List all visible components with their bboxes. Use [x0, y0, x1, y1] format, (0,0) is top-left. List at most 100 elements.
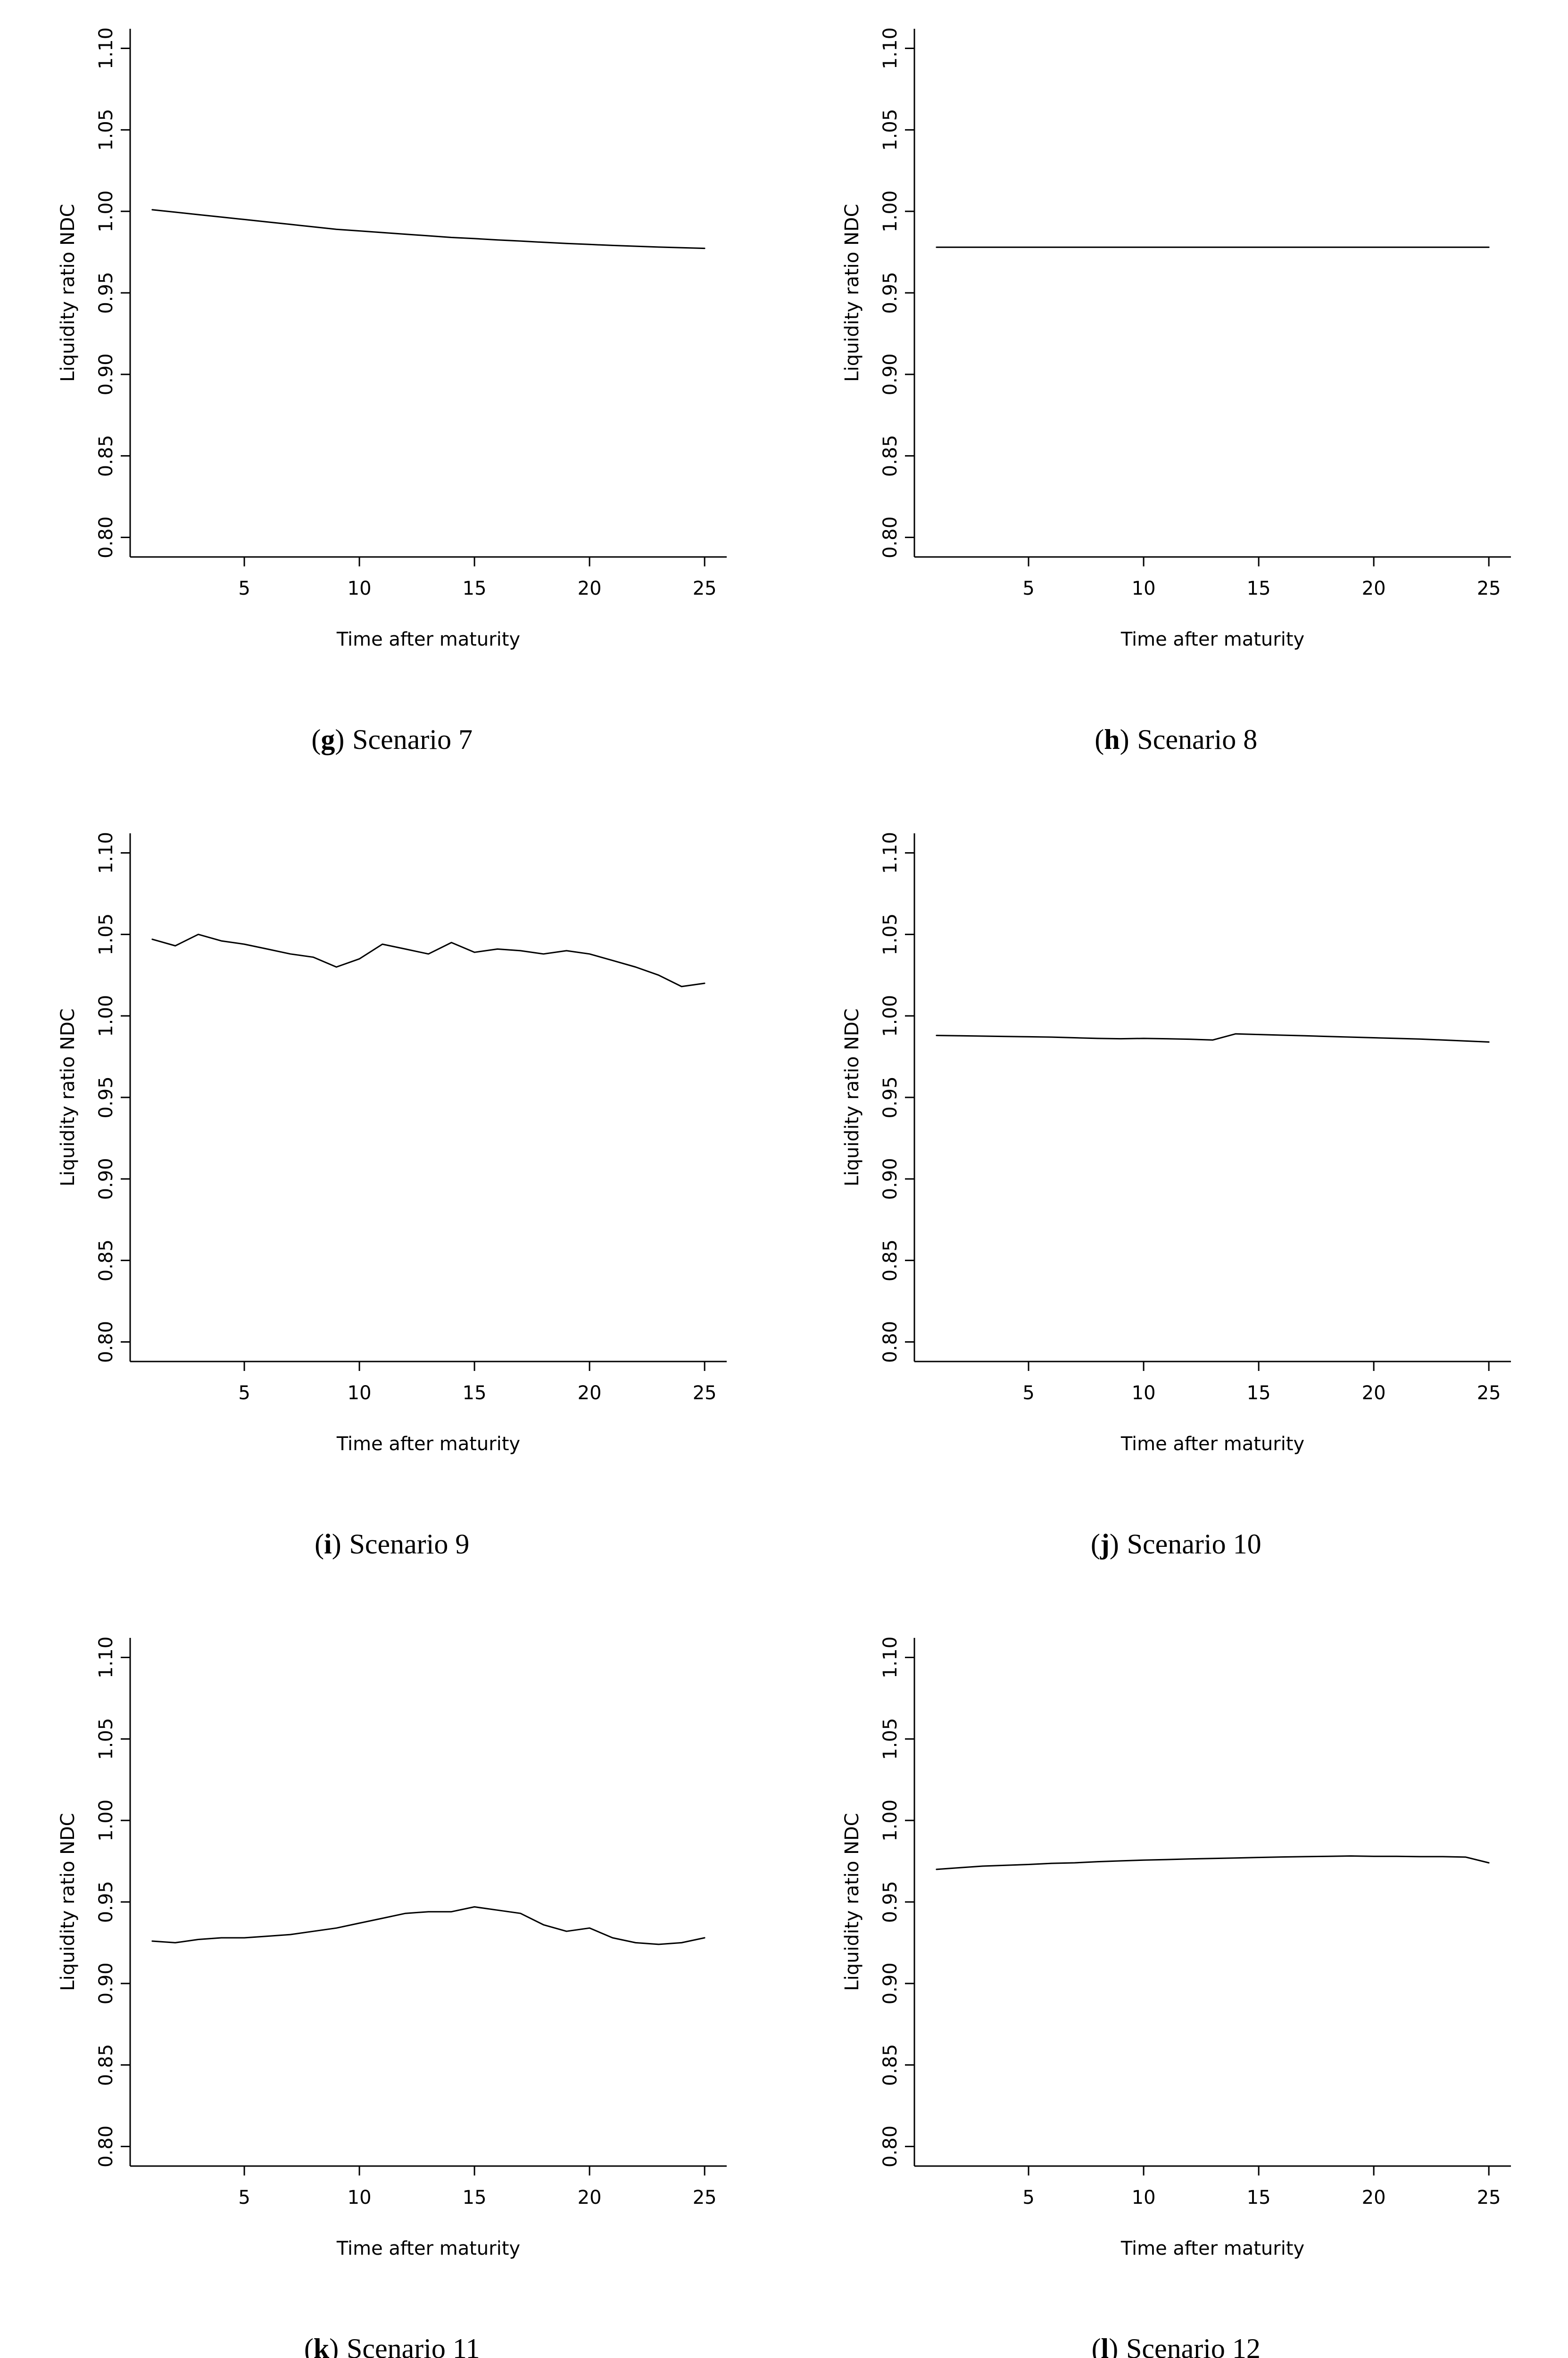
svg-text:0.80: 0.80: [95, 2126, 117, 2167]
svg-text:1.05: 1.05: [879, 913, 901, 955]
svg-text:Time after maturity: Time after maturity: [336, 1433, 520, 1455]
svg-text:25: 25: [693, 2187, 717, 2209]
svg-text:1.05: 1.05: [95, 913, 117, 955]
scenario-11-chart: 5 10 15 20 25 0.80 0.85 0.90 0.95 1.00 1.05 1.10 Tim…: [57, 1636, 727, 2259]
svg-text:Liquidity ratio NDC: Liquidity ratio NDC: [57, 1813, 79, 1991]
caption-open-paren: (: [311, 724, 321, 755]
svg-text:Liquidity ratio NDC: Liquidity ratio NDC: [841, 1008, 863, 1186]
svg-text:0.95: 0.95: [95, 272, 117, 314]
svg-text:10: 10: [348, 2187, 372, 2209]
svg-text:0.85: 0.85: [879, 1239, 901, 1281]
figure-caption: (j) Scenario 10: [1091, 1527, 1261, 1561]
figure-caption: (g) Scenario 7: [311, 722, 473, 756]
svg-text:0.90: 0.90: [95, 353, 117, 395]
caption-close-paren: ): [1120, 724, 1129, 755]
svg-text:15: 15: [1246, 2187, 1270, 2209]
svg-text:Time after maturity: Time after maturity: [1120, 629, 1304, 650]
svg-text:20: 20: [1361, 2187, 1385, 2209]
figure-scenario-9: 5 10 15 20 25 0.80 0.85 0.90 0.95 1.00 1.05 1.10 Tim…: [0, 812, 784, 1617]
caption-label: Scenario 12: [1126, 2333, 1261, 2358]
svg-text:15: 15: [1246, 578, 1270, 599]
caption-close-paren: ): [332, 1528, 341, 1560]
svg-text:1.10: 1.10: [95, 832, 117, 874]
svg-text:25: 25: [1477, 2187, 1501, 2209]
caption-letter: g: [321, 724, 335, 755]
svg-text:20: 20: [578, 2187, 602, 2209]
svg-text:Time after maturity: Time after maturity: [1120, 1433, 1304, 1455]
svg-text:1.00: 1.00: [95, 1800, 117, 1842]
caption-label: Scenario 11: [346, 2333, 480, 2358]
caption-label: Scenario 9: [349, 1528, 470, 1560]
svg-text:10: 10: [348, 578, 372, 599]
svg-text:5: 5: [1022, 578, 1034, 599]
svg-text:25: 25: [1477, 578, 1501, 599]
caption-close-paren: ): [329, 2333, 339, 2358]
svg-text:0.85: 0.85: [879, 435, 901, 477]
svg-text:15: 15: [463, 2187, 487, 2209]
svg-text:0.95: 0.95: [879, 1076, 901, 1118]
caption-open-paren: (: [315, 1528, 324, 1560]
svg-text:Liquidity ratio NDC: Liquidity ratio NDC: [841, 1813, 863, 1991]
caption-label: Scenario 7: [352, 724, 473, 755]
svg-text:10: 10: [1131, 578, 1155, 599]
svg-text:20: 20: [1361, 1382, 1385, 1404]
scenario-10-chart: 5 10 15 20 25 0.80 0.85 0.90 0.95 1.00 1.05 1.10 Tim…: [841, 832, 1511, 1455]
svg-text:0.85: 0.85: [879, 2044, 901, 2086]
svg-text:15: 15: [463, 1382, 487, 1404]
figure-scenario-11: 5 10 15 20 25 0.80 0.85 0.90 0.95 1.00 1.05 1.10 Tim…: [0, 1617, 784, 2358]
figure-scenario-10: 5 10 15 20 25 0.80 0.85 0.90 0.95 1.00 1.05 1.10 Tim…: [784, 812, 1568, 1617]
svg-text:0.90: 0.90: [95, 1962, 117, 2004]
svg-text:25: 25: [693, 578, 717, 599]
svg-text:5: 5: [239, 1382, 250, 1404]
svg-text:5: 5: [1022, 2187, 1034, 2209]
caption-close-paren: ): [1109, 1528, 1119, 1560]
svg-text:20: 20: [578, 1382, 602, 1404]
caption-close-paren: ): [1109, 2333, 1119, 2358]
svg-text:1.10: 1.10: [95, 27, 117, 69]
svg-text:1.05: 1.05: [95, 109, 117, 151]
svg-text:0.85: 0.85: [95, 435, 117, 477]
svg-text:0.80: 0.80: [879, 516, 901, 558]
svg-text:0.85: 0.85: [95, 2044, 117, 2086]
caption-letter: l: [1101, 2333, 1109, 2358]
svg-text:0.85: 0.85: [95, 1239, 117, 1281]
svg-text:0.95: 0.95: [95, 1881, 117, 1923]
svg-text:1.10: 1.10: [879, 832, 901, 874]
caption-letter: i: [324, 1528, 332, 1560]
svg-text:1.10: 1.10: [879, 1636, 901, 1678]
svg-text:5: 5: [239, 578, 250, 599]
svg-text:1.00: 1.00: [95, 995, 117, 1037]
svg-text:1.00: 1.00: [879, 995, 901, 1037]
svg-text:0.80: 0.80: [879, 1321, 901, 1363]
svg-text:20: 20: [578, 578, 602, 599]
figure-caption: (i) Scenario 9: [315, 1527, 469, 1561]
caption-letter: k: [313, 2333, 330, 2358]
svg-text:0.95: 0.95: [879, 272, 901, 314]
svg-text:1.00: 1.00: [879, 191, 901, 232]
svg-text:0.80: 0.80: [95, 516, 117, 558]
figure-caption: (l) Scenario 12: [1092, 2332, 1261, 2358]
svg-text:25: 25: [1477, 1382, 1501, 1404]
svg-text:Liquidity ratio NDC: Liquidity ratio NDC: [841, 204, 863, 382]
caption-open-paren: (: [1095, 724, 1104, 755]
svg-text:25: 25: [693, 1382, 717, 1404]
scenario-9-chart: 5 10 15 20 25 0.80 0.85 0.90 0.95 1.00 1.05 1.10 Tim…: [57, 832, 727, 1455]
caption-letter: h: [1104, 724, 1120, 755]
caption-open-paren: (: [1090, 1528, 1100, 1560]
caption-open-paren: (: [304, 2333, 314, 2358]
figure-scenario-7: 5 10 15 20 25 0.80 0.85 0.90 0.95 1.00 1.05 1.10 Tim…: [0, 8, 784, 812]
svg-text:0.80: 0.80: [879, 2126, 901, 2167]
svg-text:0.90: 0.90: [95, 1158, 117, 1200]
svg-text:0.90: 0.90: [879, 1158, 901, 1200]
svg-text:20: 20: [1361, 578, 1385, 599]
caption-open-paren: (: [1091, 2333, 1101, 2358]
caption-label: Scenario 10: [1127, 1528, 1261, 1560]
scenario-7-chart: 5 10 15 20 25 0.80 0.85 0.90 0.95 1.00 1.05 1.10 Tim…: [57, 27, 727, 650]
svg-text:1.05: 1.05: [879, 109, 901, 151]
figure-caption: (k) Scenario 11: [304, 2332, 480, 2358]
scenario-12-chart: 5 10 15 20 25 0.80 0.85 0.90 0.95 1.00 1.05 1.10 Tim…: [841, 1636, 1511, 2259]
figure-scenario-8: 5 10 15 20 25 0.80 0.85 0.90 0.95 1.00 1.05 1.10 Tim…: [784, 8, 1568, 812]
svg-text:0.90: 0.90: [879, 1962, 901, 2004]
svg-text:1.10: 1.10: [95, 1636, 117, 1678]
